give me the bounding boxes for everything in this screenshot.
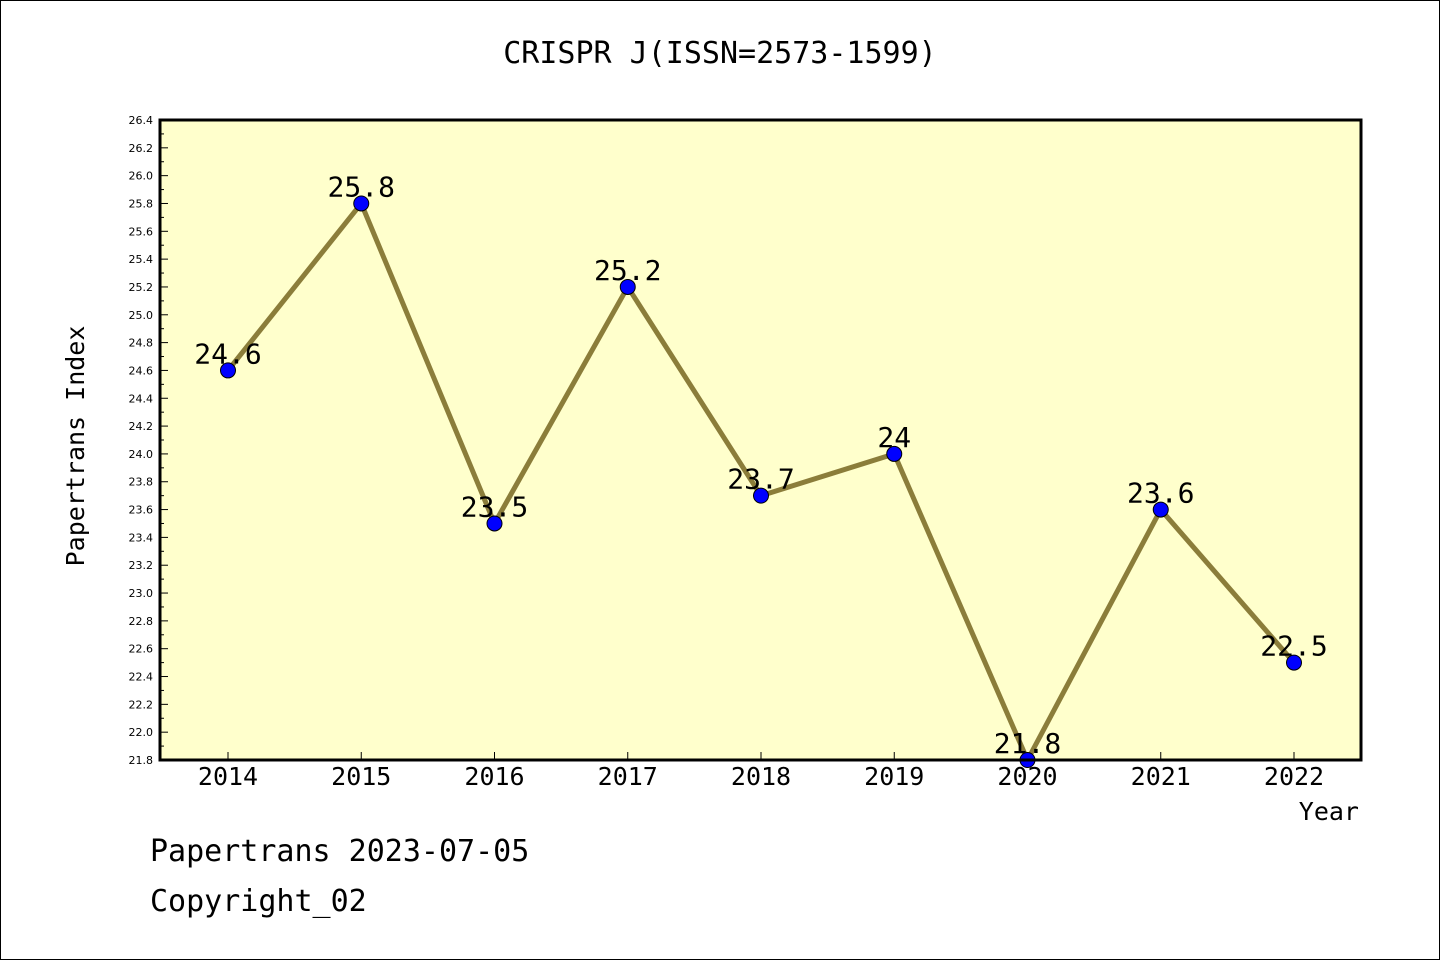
- x-tick-label: 2019: [864, 762, 924, 791]
- y-tick-label: 21.8: [129, 754, 154, 767]
- series-group: 24.6 25.8 23.5 25.2 23.7 24 21.8 23.6 22.5: [194, 170, 1328, 768]
- y-tick-label: 25.2: [129, 281, 154, 294]
- data-label: 24.6: [194, 337, 261, 370]
- y-tick-label: 23.8: [129, 476, 154, 489]
- data-point: [886, 445, 903, 462]
- data-point: [353, 195, 370, 212]
- x-tick-label: 2015: [331, 762, 391, 791]
- y-tick-label: 24.2: [129, 420, 154, 433]
- y-tick-label: 23.6: [129, 504, 154, 517]
- data-label: 25.8: [328, 170, 395, 203]
- data-label: 21.8: [994, 727, 1061, 760]
- plot-border: [158, 118, 1363, 762]
- data-label: 23.7: [727, 463, 794, 496]
- y-tick-label: 25.4: [129, 253, 154, 266]
- x-tick-label: 2022: [1264, 762, 1324, 791]
- chart-title: CRISPR J(ISSN=2573-1599): [503, 36, 937, 71]
- y-tick-label: 22.6: [129, 643, 154, 656]
- y-tick-label: 25.6: [129, 225, 154, 238]
- data-label: 23.6: [1127, 477, 1194, 510]
- x-tick-label: 2018: [731, 762, 791, 791]
- x-axis-label: Year: [1299, 797, 1359, 826]
- data-point: [220, 362, 236, 379]
- x-tick-label: 2017: [598, 762, 658, 791]
- y-tick-label: 24.0: [129, 448, 154, 461]
- y-tick-label: 26.2: [129, 142, 154, 155]
- y-tick-label: 23.4: [129, 531, 154, 544]
- y-tick-label: 24.6: [129, 364, 154, 377]
- footer-date: Papertrans 2023-07-05: [150, 834, 530, 869]
- data-point: [486, 515, 503, 532]
- y-tick-label: 22.4: [129, 671, 154, 684]
- y-tick-label: 26.4: [129, 114, 154, 127]
- data-point: [1286, 654, 1302, 671]
- data-point: [1152, 501, 1169, 518]
- x-tick-label: 2021: [1131, 762, 1191, 791]
- y-tick-label: 22.8: [129, 615, 154, 628]
- data-point: [619, 278, 636, 295]
- data-label: 24: [877, 421, 911, 454]
- y-tick-label: 25.8: [129, 197, 154, 210]
- y-tick-label: 24.8: [129, 337, 154, 350]
- data-label: 23.5: [461, 490, 528, 523]
- y-tick-label: 22.0: [129, 726, 154, 739]
- data-label: 22.5: [1260, 630, 1327, 663]
- x-axis: 2014 2015 2016 2017 2018 2019 2020 2021 2022: [198, 752, 1324, 791]
- plot-area: [160, 120, 1361, 760]
- y-tick-label: 22.2: [129, 698, 154, 711]
- y-tick-label: 25.0: [129, 309, 154, 322]
- y-tick-label: 26.0: [129, 170, 154, 183]
- data-label: 25.2: [594, 254, 661, 287]
- footer-copyright: Copyright_02: [150, 884, 367, 919]
- y-axis: 21.8 22.0 22.2 22.4 22.6 22.8 23.0 23.2 23.4 23.6…: [129, 114, 168, 767]
- y-tick-label: 23.2: [129, 559, 154, 572]
- y-tick-label: 24.4: [129, 392, 154, 405]
- y-axis-label: Papertrans Index: [61, 326, 90, 567]
- x-tick-label: 2016: [464, 762, 524, 791]
- y-tick-label: 23.0: [129, 587, 154, 600]
- x-tick-label: 2014: [198, 762, 258, 791]
- data-point: [753, 487, 769, 504]
